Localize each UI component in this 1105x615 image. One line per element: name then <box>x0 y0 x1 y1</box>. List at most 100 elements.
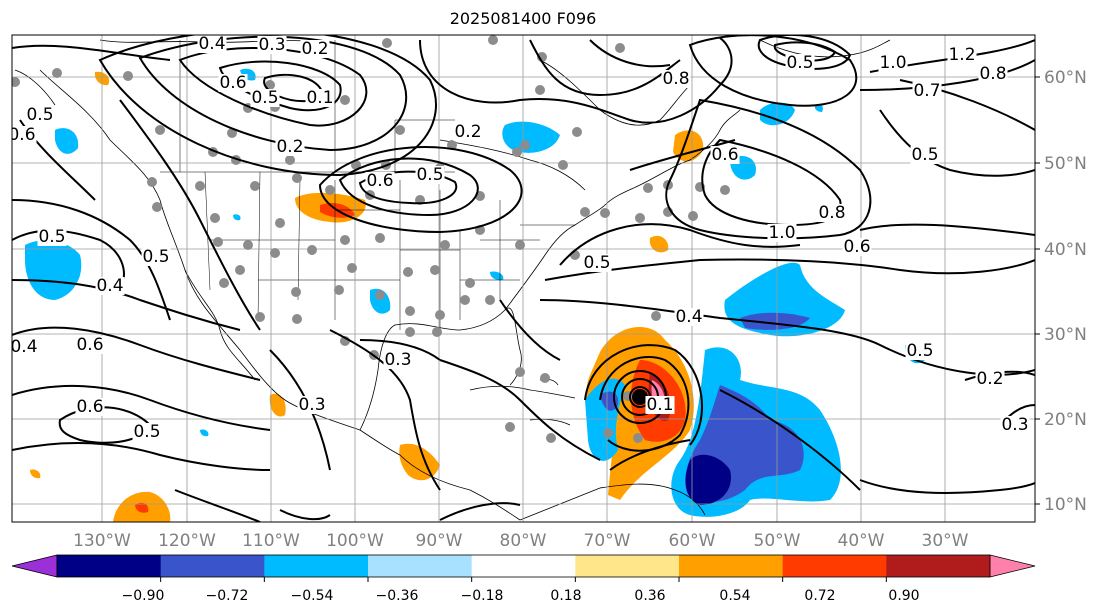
contour-label: 0.6 <box>843 237 870 257</box>
lon-label: 40°W <box>838 531 885 551</box>
contour-label-background <box>645 396 675 414</box>
contour-label: 1.2 <box>948 45 975 65</box>
contour-label: 1.0 <box>879 53 906 73</box>
contour-label-background <box>912 82 942 100</box>
contour-label: 0.2 <box>976 369 1003 389</box>
colorbar-max-extend <box>989 554 1036 578</box>
contour-label: 0.1 <box>306 88 333 108</box>
contour-label: 0.6 <box>76 397 103 417</box>
contour-label-background <box>75 398 105 416</box>
contour-label: 0.5 <box>133 422 160 442</box>
colorbar-tick-label: 0.36 <box>634 588 665 604</box>
lat-label: 60°N <box>1044 68 1087 88</box>
contour-label: 0.5 <box>251 88 278 108</box>
contour-label: 0.1 <box>646 395 673 415</box>
contour-label-background <box>275 138 305 156</box>
lat-label: 10°N <box>1044 495 1087 515</box>
lon-label: 130°W <box>73 531 131 551</box>
contour-label-background <box>1000 416 1030 434</box>
contour-label-background <box>905 342 935 360</box>
contour-label: 0.4 <box>10 337 37 357</box>
contour-label-background <box>197 35 227 53</box>
contour-label: 0.6 <box>76 335 103 355</box>
contour-label: 0.8 <box>662 69 689 89</box>
contour-label: 0.4 <box>675 307 702 327</box>
contour-label: 0.2 <box>454 122 481 142</box>
contour-labels: 0.4 0.3 0.2 0.6 0.5 0.1 0.2 0.6 0.5 0.2 … <box>10 34 1030 442</box>
contour-label: 0.6 <box>711 145 738 165</box>
colorbar-tick-label: 0.54 <box>719 588 750 604</box>
lon-label: 120°W <box>158 531 216 551</box>
colorbar-cell <box>368 555 473 577</box>
contour-label-background <box>661 70 691 88</box>
contour-label: 0.2 <box>301 39 328 59</box>
contour-label-background <box>95 277 125 295</box>
lon-label: 50°W <box>754 531 801 551</box>
contour-label-background <box>674 308 704 326</box>
colorbar-cell <box>160 555 265 577</box>
lon-label: 80°W <box>500 531 547 551</box>
contour-label: 0.5 <box>416 165 443 185</box>
coastlines <box>14 39 891 521</box>
storm-center-marker <box>632 389 648 405</box>
lon-label: 90°W <box>416 531 463 551</box>
colorbar-frame <box>56 554 991 578</box>
contour-label-background <box>25 106 55 124</box>
contour-label: 0.5 <box>911 145 938 165</box>
colorbar-min-extend <box>11 554 58 578</box>
colorbar-tick-label: −0.18 <box>461 588 504 604</box>
colorbar-tick-label: −0.72 <box>206 588 249 604</box>
lon-label: 70°W <box>584 531 631 551</box>
colorbar-cell <box>471 555 576 577</box>
contour-label-background <box>910 146 940 164</box>
lat-label: 50°N <box>1044 154 1087 174</box>
contour-label-background <box>817 204 847 222</box>
contour-label-background <box>75 336 105 354</box>
contour-label: 0.3 <box>258 35 285 55</box>
longitude-labels: 130°W 120°W 110°W 100°W 90°W 80°W 70°W 6… <box>73 531 969 551</box>
latitude-labels: 60°N 50°N 40°N 30°N 20°N 10°N <box>1044 68 1087 515</box>
state-borders <box>160 40 575 330</box>
contour-label: 0.6 <box>366 171 393 191</box>
contour-label: 0.5 <box>906 341 933 361</box>
colorbar-cell <box>575 555 680 577</box>
contour-label-background <box>300 40 330 58</box>
contour-label-background <box>383 351 413 369</box>
colorbar-tick-label: 0.18 <box>550 588 581 604</box>
colorbar-cell <box>886 555 991 577</box>
contour-label: 0.5 <box>38 227 65 247</box>
contour-label: 0.5 <box>142 247 169 267</box>
contour-label-background <box>250 89 280 107</box>
colorbar-tick-label: 0.90 <box>888 588 919 604</box>
colorbar-cell <box>57 555 162 577</box>
contour-label-background <box>132 423 162 441</box>
contour-label: 0.5 <box>26 105 53 125</box>
colorbar-cell <box>679 555 784 577</box>
contour-label-background <box>767 224 797 242</box>
lon-label: 110°W <box>242 531 300 551</box>
colorbar-tick-label: 0.72 <box>804 588 835 604</box>
lat-label: 40°N <box>1044 240 1087 260</box>
contour-label-background <box>218 74 248 92</box>
contour-label: 0.4 <box>198 34 225 54</box>
contour-label-background <box>453 123 483 141</box>
contour-label: 0.8 <box>818 203 845 223</box>
contour-label-background <box>947 46 977 64</box>
contour-label-background <box>365 172 395 190</box>
lon-label: 100°W <box>326 531 384 551</box>
contour-label-background <box>785 54 815 72</box>
axis-ticks <box>1035 76 1040 505</box>
contour-label-background <box>878 54 908 72</box>
contour-label-background <box>297 396 327 414</box>
contour-label: 0.3 <box>1001 415 1028 435</box>
contour-label-background <box>975 370 1005 388</box>
contour-label: 0.3 <box>298 395 325 415</box>
map-frame <box>11 34 1036 523</box>
contour-label: 0.6 <box>219 73 246 93</box>
contour-label-background <box>12 126 37 144</box>
colorbar-tick-label: −0.54 <box>291 588 334 604</box>
contour-label: 0.4 <box>96 276 123 296</box>
contour-label: 1.0 <box>768 223 795 243</box>
contour-label-background <box>12 338 39 356</box>
